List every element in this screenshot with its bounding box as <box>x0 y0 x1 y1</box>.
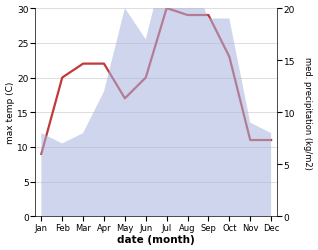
Y-axis label: med. precipitation (kg/m2): med. precipitation (kg/m2) <box>303 56 313 169</box>
X-axis label: date (month): date (month) <box>117 234 195 244</box>
Y-axis label: max temp (C): max temp (C) <box>5 82 15 144</box>
